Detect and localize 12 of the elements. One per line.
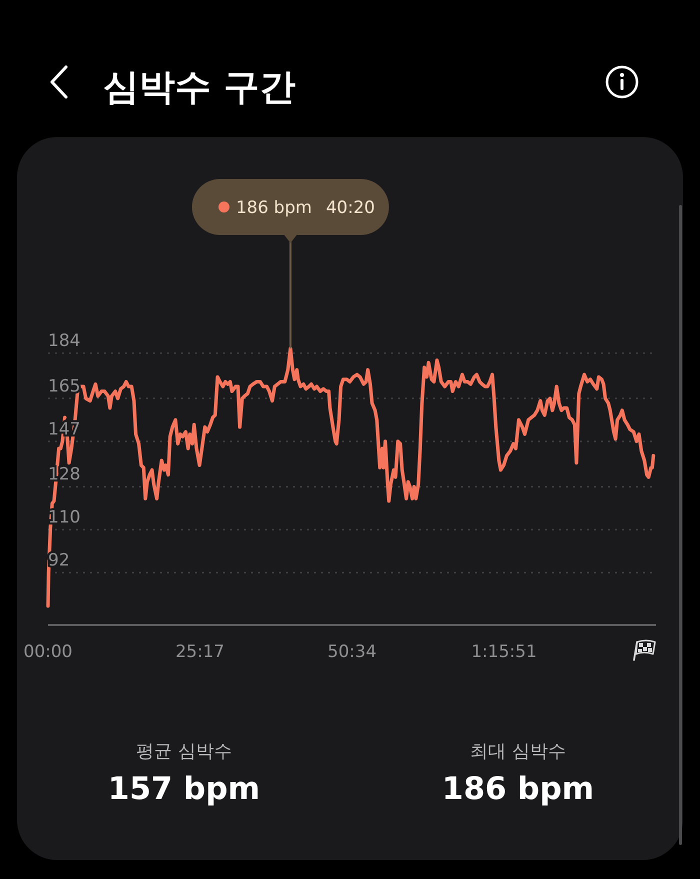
x-tick-label: 50:34 — [328, 642, 377, 662]
chart-title: 심박수 구간 — [103, 67, 296, 108]
annotation: 최대 심박수 — [470, 741, 566, 762]
x-tick-label: 25:17 — [175, 642, 224, 662]
annotation: 평균 심박수 — [136, 741, 232, 762]
y-tick-label: 165 — [48, 376, 80, 396]
annotation: 186 bpm 40:20 — [236, 198, 375, 218]
annotation: 157 bpm — [108, 771, 260, 807]
x-tick-label: 1:15:51 — [471, 642, 537, 662]
x-tick-label: 00:00 — [24, 642, 72, 662]
y-tick-label: 184 — [48, 331, 80, 352]
annotation: 186 bpm — [442, 771, 594, 807]
